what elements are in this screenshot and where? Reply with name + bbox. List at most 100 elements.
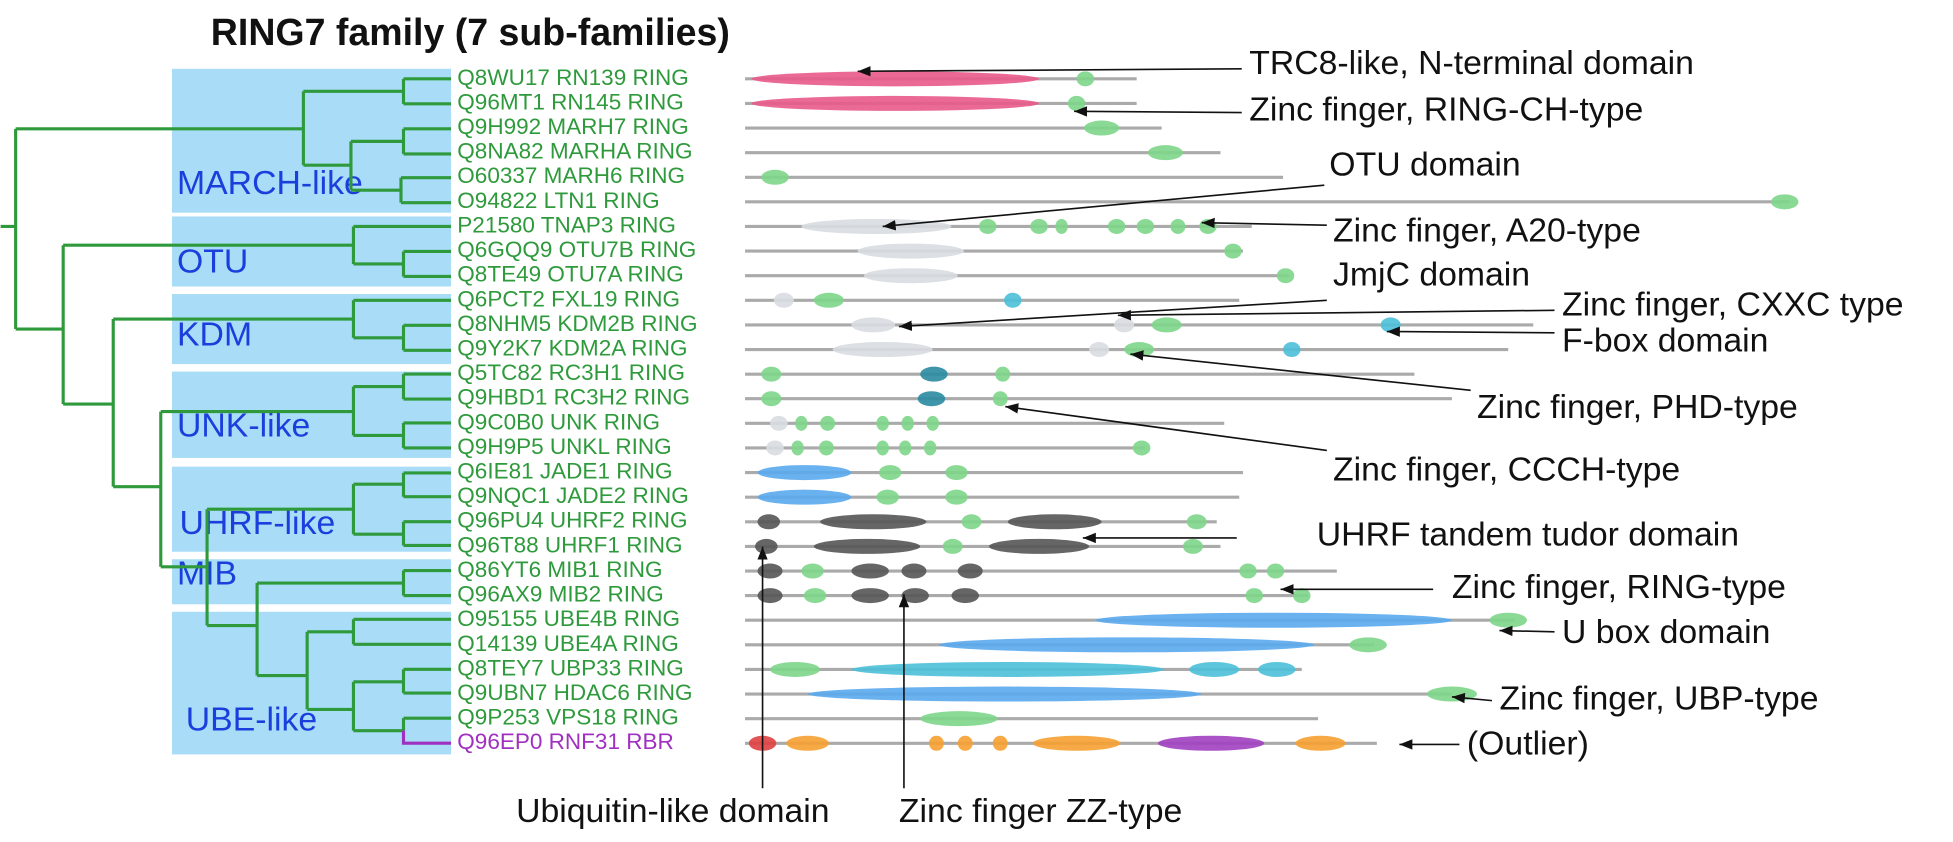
domain [1295,735,1346,751]
domain [773,292,794,308]
protein-label: Q5TC82 RC3H1 RING [457,360,685,385]
annotation-label: Zinc finger, A20-type [1333,212,1641,250]
annotation-arrow [1386,326,1555,337]
domain [1170,218,1186,234]
domain [1189,661,1240,677]
protein-label: Q9HBD1 RC3H2 RING [457,385,690,410]
domain [1147,145,1183,161]
domain [863,268,958,284]
domain [989,538,1090,554]
protein-label: Q9H9P5 UNKL RING [457,434,671,459]
protein-label: Q96T88 UHRF1 RING [457,532,682,557]
domain [770,415,788,431]
protein-label: Q9NQC1 JADE2 RING [457,483,688,508]
domain [1283,342,1301,358]
protein-label: O95155 UBE4B RING [457,606,680,631]
annotation-label: U box domain [1562,613,1770,651]
domain [876,489,899,505]
domain [851,588,889,604]
domain [1151,317,1182,333]
domain [961,514,982,530]
domain [979,218,997,234]
domain [951,588,980,604]
domain [1186,514,1207,530]
protein-label: O60337 MARH6 RING [457,163,685,188]
protein-label: Q6PCT2 FXL19 RING [457,286,680,311]
protein-label: Q8NA82 MARHA RING [457,139,692,164]
domain [1224,243,1242,259]
protein-label: Q96PU4 UHRF2 RING [457,508,687,533]
group-label: KDM [177,315,252,353]
domain [876,440,889,456]
domain [901,588,929,604]
domain [791,440,804,456]
protein-label: Q8NHM5 KDM2B RING [457,311,697,336]
domain [1489,612,1527,628]
domain [1089,342,1110,358]
domain [761,391,782,407]
annotation-arrow [1074,106,1242,117]
domain [917,391,946,407]
protein-label: Q9UBN7 HDAC6 RING [457,680,692,705]
domain [851,661,1165,677]
annotation-label: OTU domain [1329,145,1520,183]
domain [920,711,998,727]
domain [1107,218,1126,234]
domain [901,415,914,431]
domain [945,465,968,481]
domain [851,317,896,333]
domain [957,735,973,751]
annotation-label: TRC8-like, N-terminal domain [1249,44,1694,82]
annotation-arrow [882,184,1325,231]
tree [0,77,452,733]
domain [876,415,889,431]
domain [1293,588,1311,604]
domain [1380,317,1401,333]
domain [1132,440,1151,456]
domain [938,637,1315,653]
domain [1239,563,1257,579]
annotation-label: Ubiquitin-like domain [516,792,829,830]
domain [757,465,852,481]
annotation-label: Zinc finger ZZ-type [899,792,1182,830]
domain [757,514,781,530]
domain [957,563,983,579]
domain [898,440,912,456]
domain [1007,514,1102,530]
protein-label: Q96MT1 RN145 RING [457,89,683,114]
annotation-label: Zinc finger, UBP-type [1499,680,1818,718]
title: RING7 family (7 sub-families) [211,11,730,53]
protein-label: Q96EP0 RNF31 RBR [457,729,673,754]
protein-label: Q6IE81 JADE1 RING [457,459,672,484]
protein-label: P21580 TNAP3 RING [457,212,676,237]
protein-label: Q8TEY7 UBP33 RING [457,655,683,680]
protein-label: Q9Y2K7 KDM2A RING [457,335,687,360]
domain [813,538,921,554]
domain [926,415,939,431]
domain [857,243,964,259]
annotation-label: F-box domain [1562,322,1768,360]
domain [901,563,927,579]
domain [992,735,1008,751]
domain [1055,218,1068,234]
domain [1770,194,1799,210]
domain [878,465,902,481]
domain [795,415,808,431]
domain [770,661,821,677]
domain [761,169,789,185]
domain [1276,268,1295,284]
domain [1076,71,1095,87]
domain [757,563,783,579]
annotation-arrow [1005,403,1327,452]
protein-label: Q6GQQ9 OTU7B RING [457,237,696,262]
domain [1095,612,1452,628]
domain [1114,317,1135,333]
domain [803,588,827,604]
domain [820,415,836,431]
group-label: MARCH-like [177,164,363,202]
domain [1030,218,1048,234]
domain [1245,588,1264,604]
domain [1084,120,1120,136]
